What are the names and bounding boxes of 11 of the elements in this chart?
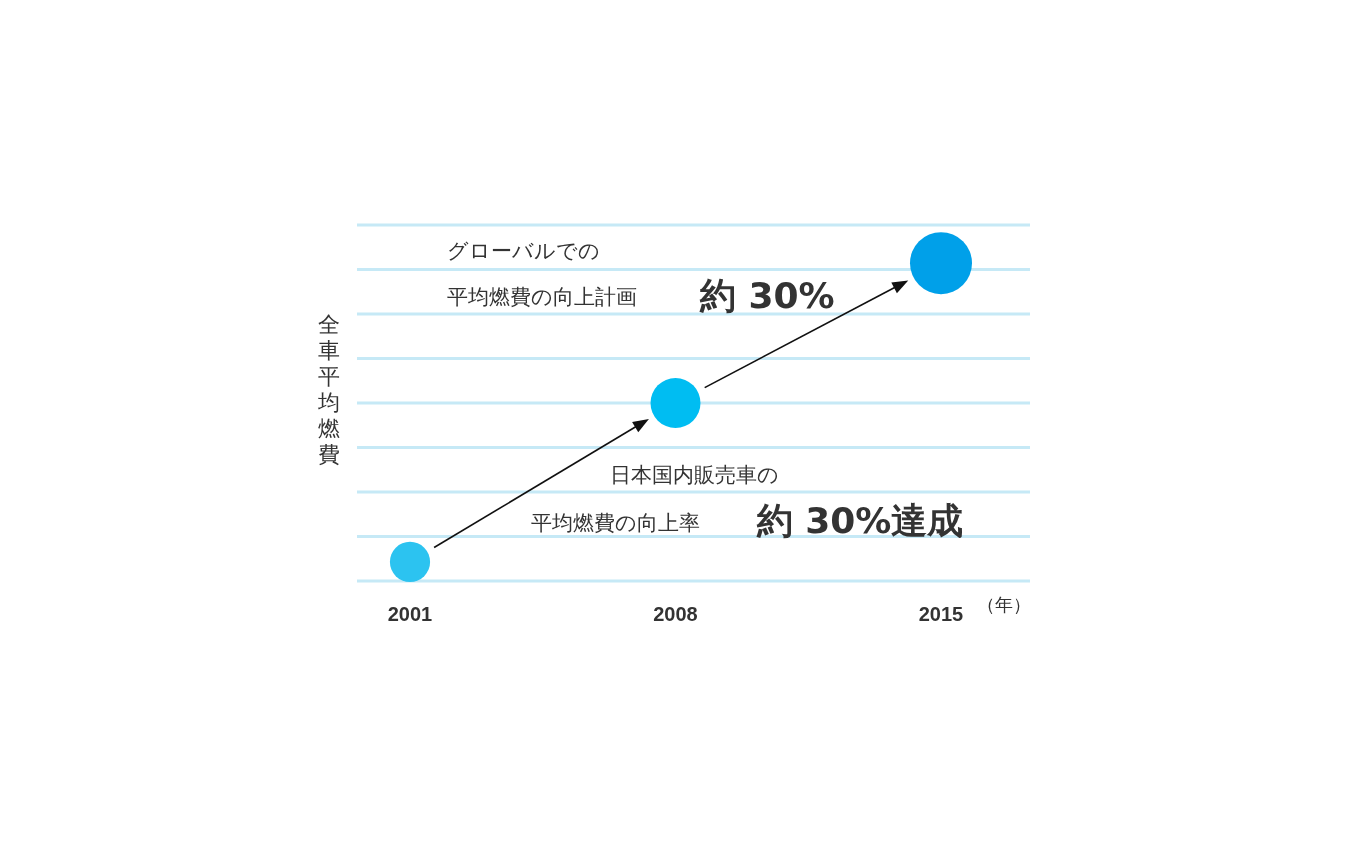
x-tick-label: 2015 [918,602,964,625]
x-tick-label: 2008 [653,602,698,625]
annotation: 平均燃費の向上率 [531,511,701,536]
y-axis-title: 全車平均燃費 [318,312,341,468]
annotation: 約 30%達成 [755,500,964,542]
x-axis-title: （年） [977,594,1031,615]
annotation: 約 30% [698,274,835,316]
annotation: 日本国内販売車の [610,463,780,488]
annotation: 平均燃費の向上計画 [447,285,638,310]
text: グローバルでの [447,239,601,264]
x-tick-label: 2001 [387,602,433,625]
